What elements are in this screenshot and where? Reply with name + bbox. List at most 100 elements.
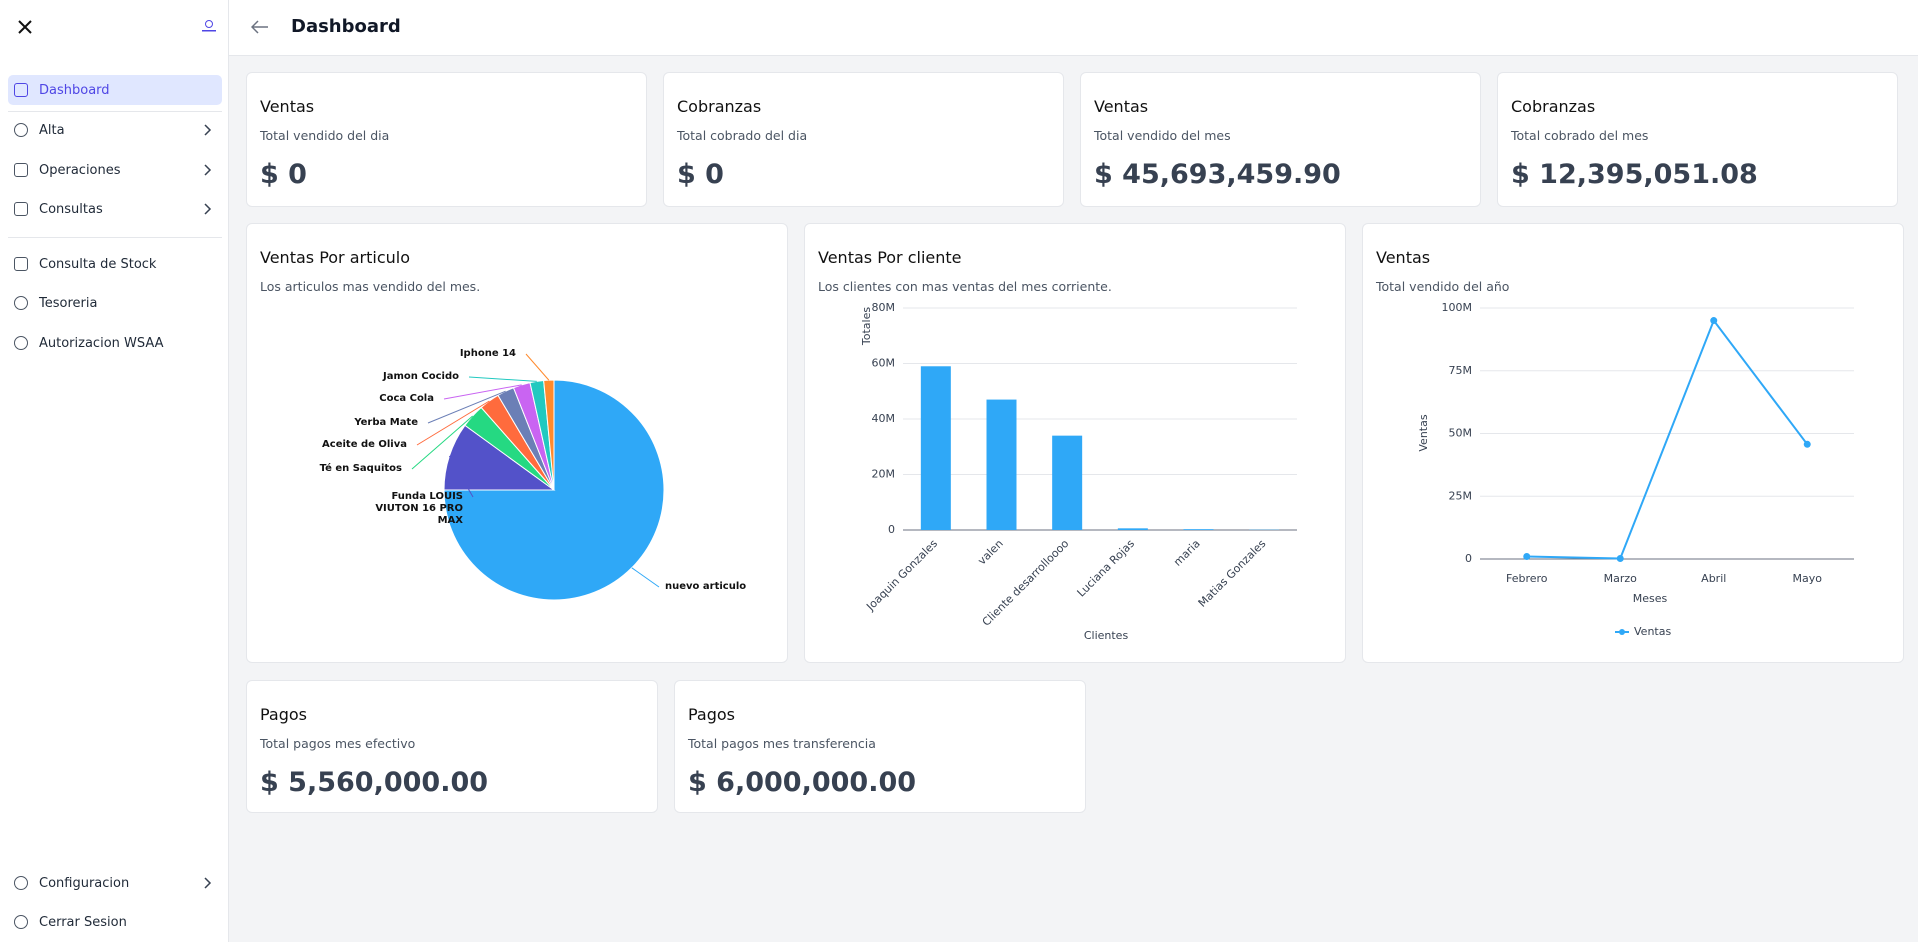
x-tick-label: Febrero: [1506, 572, 1548, 585]
card: 0 25M 50M 75M 100M Febrero Marzo Abril Mayo Venta…: [1362, 223, 1904, 663]
nav-item[interactable]: Dashboard: [8, 75, 222, 105]
card-subtitle: Total vendido del dia: [260, 128, 390, 143]
header: Dashboard: [229, 0, 1918, 56]
chevron: [204, 203, 212, 215]
card: Pagos Total pagos mes efectivo $ 5,560,000…: [246, 680, 658, 813]
card-title: Pagos: [688, 705, 736, 724]
card-title: Cobranzas: [1511, 97, 1596, 116]
nav-label: Consulta de Stock: [39, 256, 157, 272]
point: [1710, 317, 1718, 325]
x-tick-label: Abril: [1701, 572, 1726, 585]
card: Cobranzas Total cobrado del mes $ 12,395,0…: [1497, 72, 1898, 207]
card-subtitle: Los articulos mas vendido del mes.: [260, 279, 481, 294]
card: Pagos Total pagos mes transferencia $ 6,00…: [674, 680, 1086, 813]
leader-line: [411, 415, 473, 470]
nav-item[interactable]: Alta: [8, 115, 222, 145]
pie-label: Jamon Cocido: [383, 371, 459, 382]
card-value: $ 5,560,000.00: [260, 767, 489, 798]
leader-line: [427, 390, 506, 424]
card-title: Ventas: [1376, 248, 1431, 267]
pie-label: Aceite de Oliva: [322, 439, 407, 450]
pie-label: Coca Cola: [379, 393, 434, 404]
point: [1523, 552, 1531, 560]
card: Ventas Total vendido del dia $ 0: [246, 72, 647, 207]
nav-label: Alta: [39, 122, 65, 138]
card-subtitle: Total cobrado del mes: [1511, 128, 1649, 143]
nav-item[interactable]: Tesoreria: [8, 288, 222, 318]
nav-label: Configuracion: [39, 875, 130, 891]
nav-label: Cerrar Sesion: [39, 914, 127, 930]
nav-item[interactable]: Configuracion: [8, 868, 222, 898]
chart: 0 25M 50M 75M 100M Febrero Marzo Abril Mayo Venta…: [1417, 301, 1854, 638]
back-arrow[interactable]: [251, 20, 269, 34]
card-subtitle: Total vendido del año: [1376, 279, 1510, 294]
pie-label: Yerba Mate: [354, 417, 418, 428]
legend-marker: [1619, 629, 1625, 635]
card-value: $ 12,395,051.08: [1511, 159, 1758, 190]
card-title: Ventas: [1094, 97, 1149, 116]
card-title: Pagos: [260, 705, 308, 724]
x-axis-label: Meses: [1633, 592, 1668, 605]
chevron: [204, 124, 212, 136]
card: Cobranzas Total cobrado del dia $ 0: [663, 72, 1064, 207]
nav-item[interactable]: Consulta de Stock: [8, 249, 222, 279]
leader-line: [468, 376, 537, 382]
pie-label: Iphone 14: [459, 348, 516, 359]
logo: [202, 20, 216, 32]
card-subtitle: Total vendido del mes: [1094, 128, 1231, 143]
pie-label: nuevo articulo: [665, 581, 747, 592]
y-axis-label: Totales: [860, 307, 873, 346]
line: [1526, 318, 1809, 560]
chart: [411, 353, 665, 601]
leader-line: [443, 384, 522, 400]
bar: [1183, 529, 1214, 530]
bar: [1052, 435, 1083, 530]
point: [1616, 554, 1624, 562]
x-axis-label: Clientes: [1084, 629, 1129, 642]
card-title: Cobranzas: [677, 97, 762, 116]
close-icon[interactable]: [17, 19, 33, 35]
x-tick-label: Joaquin Gonzales: [863, 537, 940, 614]
y-tick-label: 100M: [1442, 301, 1473, 314]
card: Ventas Total vendido del mes $ 45,693,459.…: [1080, 72, 1481, 207]
nav-item[interactable]: Autorizacion WSAA: [8, 328, 222, 358]
chevron: [204, 877, 212, 889]
card-subtitle: Total cobrado del dia: [677, 128, 808, 143]
nav-item[interactable]: Operaciones: [8, 155, 222, 185]
card-title: Ventas Por cliente: [818, 248, 962, 267]
card-value: $ 6,000,000.00: [688, 767, 917, 798]
divider: [8, 111, 222, 112]
nav-label: Operaciones: [39, 162, 121, 178]
nav-label: Consultas: [39, 201, 103, 217]
pie-label: Té en Saquitos: [319, 463, 402, 474]
leader-line: [631, 567, 660, 588]
leader-line: [448, 455, 474, 498]
x-tick-label: Mayo: [1793, 572, 1823, 585]
x-tick-label: Marzo: [1604, 572, 1638, 585]
x-tick-label: valen: [975, 537, 1005, 567]
nav-item[interactable]: Cerrar Sesion: [8, 907, 222, 937]
leader-line: [525, 353, 550, 381]
y-tick-label: 80M: [872, 301, 896, 314]
chevron: [204, 164, 212, 176]
x-tick-label: Matias Gonzales: [1196, 537, 1269, 610]
y-tick-label: 25M: [1449, 489, 1473, 502]
page-title: Dashboard: [291, 16, 401, 37]
y-tick-label: 75M: [1449, 364, 1473, 377]
nav-label: Tesoreria: [39, 295, 98, 311]
card-subtitle: Los clientes con mas ventas del mes corr…: [818, 279, 1112, 294]
y-tick-label: 60M: [872, 357, 896, 370]
x-tick-label: maria: [1171, 537, 1203, 569]
card-value: $ 0: [260, 159, 307, 190]
nav-label: Dashboard: [39, 82, 110, 98]
nav-item[interactable]: Consultas: [8, 194, 222, 224]
pie-label: Funda LOUIS VIUTON 16 PRO MAX: [375, 491, 463, 526]
card-subtitle: Total pagos mes efectivo: [260, 736, 416, 751]
card-value: $ 45,693,459.90: [1094, 159, 1341, 190]
card-value: $ 0: [677, 159, 724, 190]
y-tick-label: 50M: [1449, 427, 1473, 440]
x-tick-label: Luciana Rojas: [1075, 537, 1138, 600]
card-subtitle: Total pagos mes transferencia: [688, 736, 876, 751]
y-axis-label: Ventas: [1417, 414, 1430, 451]
